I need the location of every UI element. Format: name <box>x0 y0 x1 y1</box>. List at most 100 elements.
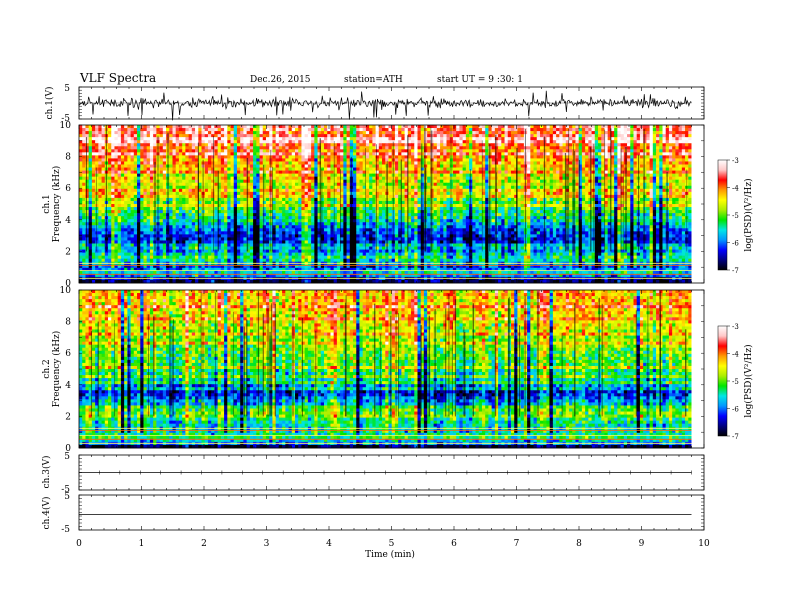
spectrogram-cell <box>388 170 393 175</box>
spectrogram-cell <box>217 146 222 150</box>
spectrogram-cell <box>137 134 141 138</box>
spectrogram-cell <box>333 164 338 168</box>
spectrogram-cell <box>365 143 370 147</box>
spectrogram-cell <box>294 152 299 156</box>
spectrogram-cell <box>153 158 157 162</box>
spectrogram-cell <box>85 152 90 156</box>
spectrogram-cell <box>162 167 167 171</box>
spectrogram-cell <box>149 158 154 162</box>
spectrogram-cell <box>469 170 473 175</box>
spectrogram-cell <box>372 167 376 171</box>
spectrogram-cell <box>620 152 625 156</box>
spectrogram-cell <box>340 146 344 150</box>
spectrogram-cell <box>204 182 209 187</box>
spectrogram-cell <box>230 164 235 168</box>
spectrogram-cell <box>149 200 154 205</box>
spectrogram-cell <box>510 140 515 144</box>
spectrogram-cell <box>533 179 538 184</box>
spectrogram-cell <box>130 149 135 153</box>
spectrogram-cell <box>130 146 135 150</box>
spectrogram-cell <box>159 176 164 181</box>
spectrogram-cell <box>559 137 563 141</box>
spectrogram-cell <box>149 197 154 202</box>
spectrogram-cell <box>256 143 260 147</box>
spectrogram-cell <box>675 131 679 135</box>
spectrogram-cell <box>630 146 634 150</box>
spectrogram-cell <box>656 194 660 199</box>
spectrogram-cell <box>398 149 402 153</box>
spectrogram-cell <box>185 167 189 171</box>
spectrogram-cell <box>446 173 451 178</box>
spectrogram-cell <box>108 194 112 199</box>
spectrogram-cell <box>230 158 235 162</box>
spectrogram-cell <box>449 146 454 150</box>
spectrogram-cell <box>481 125 486 129</box>
spectrogram-cell <box>253 143 257 147</box>
spectrogram-cell <box>356 182 360 187</box>
spectrogram-cell <box>349 143 354 147</box>
spectrogram-cell <box>459 149 464 153</box>
spectrogram-cell <box>672 197 676 202</box>
spectrogram-cell <box>533 149 538 153</box>
spectrogram-cell <box>172 200 177 205</box>
spectrogram-cell <box>246 140 251 144</box>
spectrogram-cell <box>510 155 515 159</box>
spectrogram-cell <box>275 140 280 144</box>
spectrogram-cell <box>153 137 157 141</box>
spectrogram-cell <box>446 167 451 171</box>
spectrogram-cell <box>546 164 551 168</box>
spectrogram-cell <box>498 131 502 135</box>
spectrogram-cell <box>636 143 641 147</box>
spectrogram-cell <box>333 137 338 141</box>
spectrogram-cell <box>552 140 557 144</box>
spectrogram-cell <box>282 149 286 153</box>
spectrogram-cell <box>340 155 344 159</box>
spectrogram-cell <box>617 188 621 193</box>
spectrogram-cell <box>572 173 576 178</box>
spectrogram-cell <box>417 128 422 132</box>
spectrogram-cell <box>375 149 380 153</box>
spectrogram-cell <box>620 146 625 150</box>
spectrogram-cell <box>140 164 144 168</box>
spectrogram-cell <box>301 146 306 150</box>
spectrogram-cell <box>249 170 254 175</box>
spectrogram-cell <box>514 158 518 162</box>
spectrogram-cell <box>452 170 457 175</box>
spectrogram-cell <box>359 197 364 202</box>
spectrogram-cell <box>320 140 325 144</box>
spectrogram-cell <box>433 137 438 141</box>
spectrogram-cell <box>662 128 667 132</box>
spectrogram-cell <box>456 140 460 144</box>
spectrogram-cell <box>311 167 315 171</box>
spectrogram-cell <box>420 191 425 196</box>
spectrogram-cell <box>169 140 173 144</box>
spectrogram-cell <box>504 158 509 162</box>
spectrogram-cell <box>220 134 225 138</box>
spectrogram-cell <box>188 128 193 132</box>
spectrogram-cell <box>146 161 151 165</box>
spectrogram-cell <box>159 140 164 144</box>
spectrogram-cell <box>159 158 164 162</box>
spectrogram-cell <box>411 161 415 165</box>
spectrogram-cell <box>108 185 112 190</box>
spectrogram-cell <box>111 179 115 184</box>
spectrogram-cell <box>549 128 554 132</box>
spectrogram-cell <box>652 143 657 147</box>
spectrogram-cell <box>282 167 286 171</box>
spectrogram-cell <box>411 179 415 184</box>
spectrogram-cell <box>472 185 476 190</box>
spectrogram-cell <box>117 143 122 147</box>
spectrogram-cell <box>498 155 502 159</box>
spectrogram-cell <box>178 167 183 171</box>
spectrogram-cell <box>498 152 502 156</box>
spectrogram-cell <box>533 182 538 187</box>
spectrogram-cell <box>659 128 663 132</box>
spectrogram-cell <box>278 191 283 196</box>
spectrogram-cell <box>517 155 522 159</box>
spectrogram-cell <box>301 155 306 159</box>
spectrogram-cell <box>539 200 544 205</box>
spectrogram-cell <box>594 149 599 153</box>
spectrogram-cell <box>259 158 264 162</box>
spectrogram-cell <box>559 164 563 168</box>
spectrogram-cell <box>317 173 322 178</box>
